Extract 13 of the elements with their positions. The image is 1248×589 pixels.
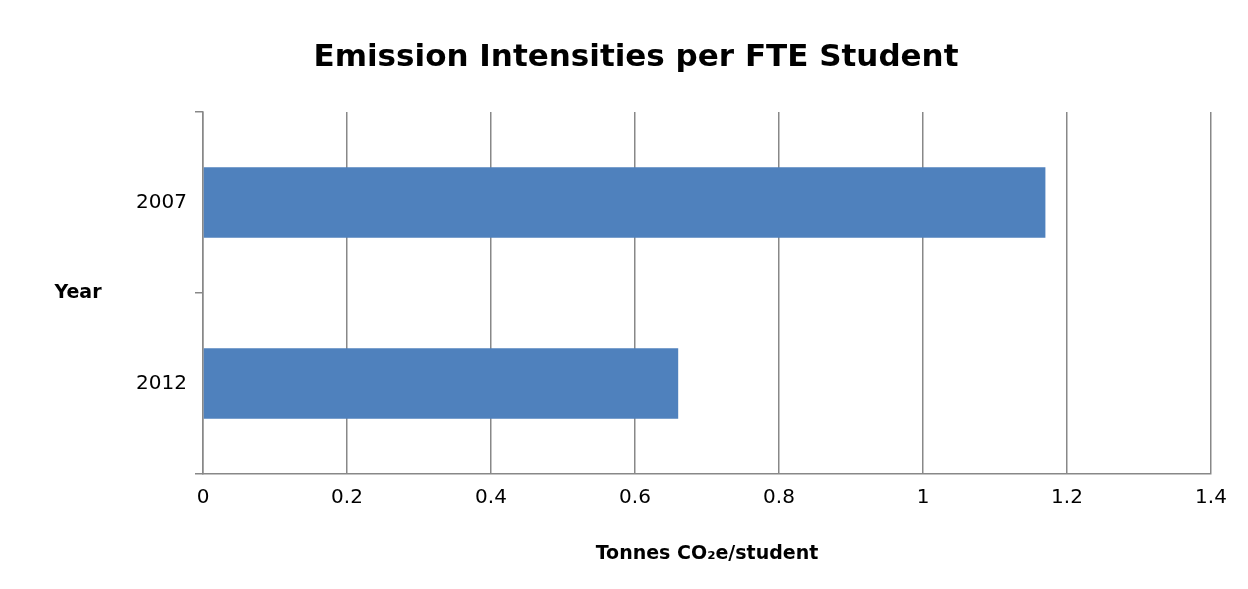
x-tick-label: 0.2 <box>331 484 363 509</box>
x-tick-label: 1.4 <box>1195 484 1227 509</box>
x-tick-label: 0.4 <box>475 484 507 509</box>
x-tick-label: 1 <box>916 484 930 509</box>
x-tick-label: 0 <box>196 484 210 509</box>
x-tick-label: 0.8 <box>763 484 795 509</box>
y-tick-label: 2012 <box>136 369 187 394</box>
x-tick-label: 0.6 <box>619 484 651 509</box>
chart-title: Emission Intensities per FTE Student <box>313 37 959 74</box>
x-tick-label: 1.2 <box>1051 484 1083 509</box>
y-tick-label: 2007 <box>136 188 187 213</box>
y-axis-title: Year <box>53 279 103 302</box>
x-axis-title: Tonnes CO₂e/student <box>595 540 819 563</box>
